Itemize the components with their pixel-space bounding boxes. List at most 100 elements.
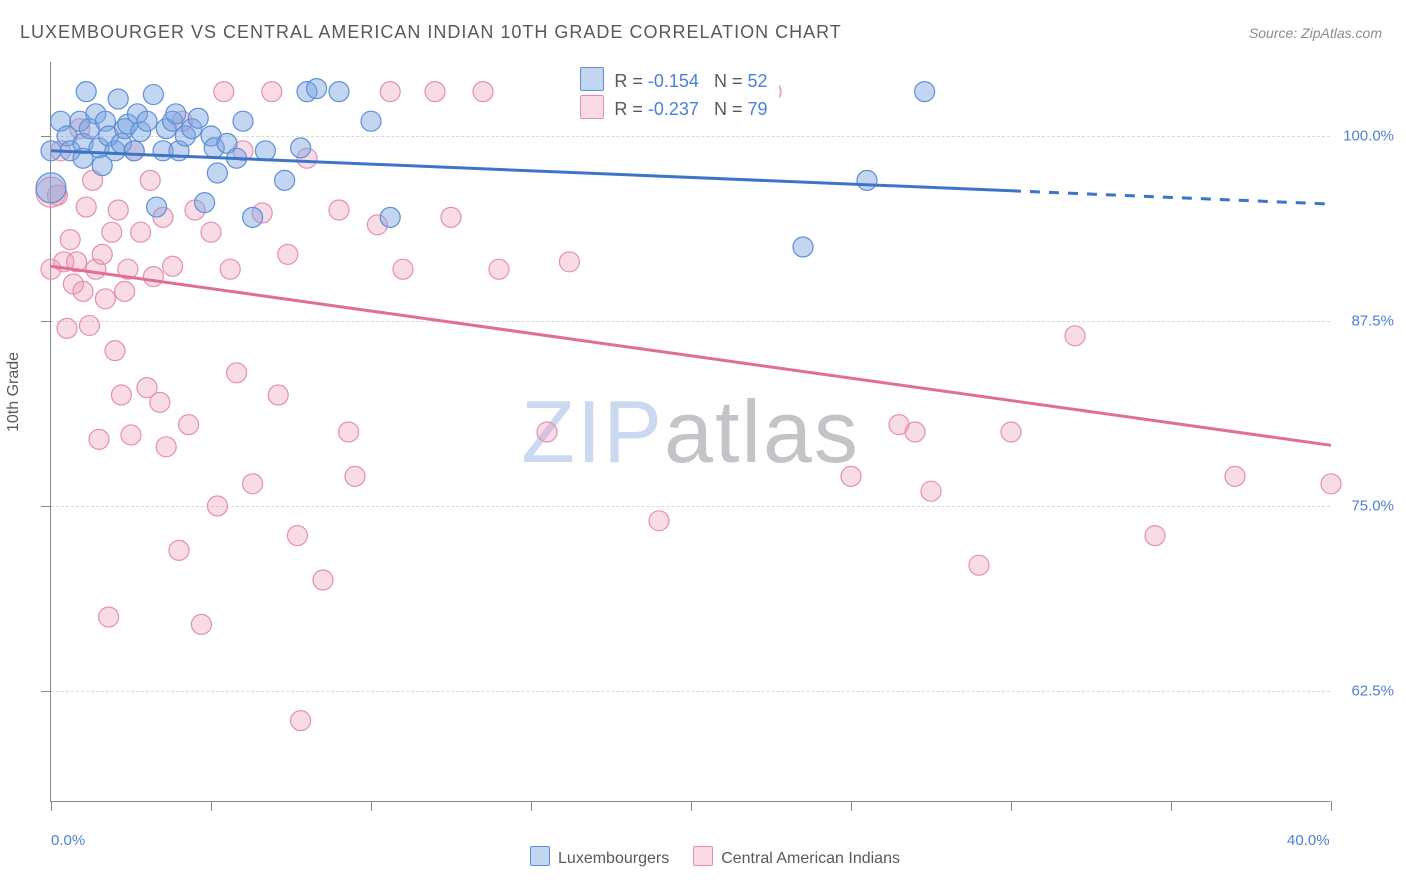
legend-swatch bbox=[530, 846, 550, 866]
central_american_indians-point bbox=[169, 540, 189, 560]
luxembourgers-trend-line-dashed bbox=[1011, 191, 1331, 204]
central_american_indians-point bbox=[207, 496, 227, 516]
legend-label: Central American Indians bbox=[721, 850, 900, 867]
central_american_indians-point bbox=[214, 82, 234, 102]
central_american_indians-point bbox=[287, 526, 307, 546]
central_american_indians-point bbox=[220, 259, 240, 279]
x-tick bbox=[691, 801, 692, 811]
x-tick bbox=[51, 801, 52, 811]
central_american_indians-point bbox=[291, 711, 311, 731]
luxembourgers-point bbox=[124, 141, 144, 161]
y-tick-label: 62.5% bbox=[1338, 683, 1394, 700]
luxembourgers-point bbox=[207, 163, 227, 183]
central_american_indians-point bbox=[1001, 422, 1021, 442]
luxembourgers-point bbox=[195, 193, 215, 213]
central_american_indians-point bbox=[79, 315, 99, 335]
plot-area: ZIPatlas R = -0.154 N = 52R = -0.237 N =… bbox=[50, 62, 1330, 802]
source-label: Source: ZipAtlas.com bbox=[1249, 25, 1382, 41]
chart-svg bbox=[51, 62, 1330, 801]
central_american_indians-point bbox=[140, 170, 160, 190]
central_american_indians-point bbox=[1225, 466, 1245, 486]
x-tick bbox=[1171, 801, 1172, 811]
luxembourgers-point bbox=[857, 170, 877, 190]
central_american_indians-point bbox=[393, 259, 413, 279]
luxembourgers-point bbox=[361, 111, 381, 131]
y-tick-label: 75.0% bbox=[1338, 498, 1394, 515]
central_american_indians-point bbox=[841, 466, 861, 486]
legend-n-label: N = bbox=[699, 71, 748, 91]
central_american_indians-point bbox=[441, 207, 461, 227]
central_american_indians-point bbox=[425, 82, 445, 102]
legend-n-value: 79 bbox=[747, 99, 767, 119]
central_american_indians-point bbox=[121, 425, 141, 445]
y-tick-label: 100.0% bbox=[1338, 128, 1394, 145]
y-tick bbox=[41, 321, 51, 322]
central_american_indians-point bbox=[105, 341, 125, 361]
central_american_indians-point bbox=[1321, 474, 1341, 494]
central_american_indians-point bbox=[278, 244, 298, 264]
central_american_indians-point bbox=[89, 429, 109, 449]
luxembourgers-point bbox=[243, 207, 263, 227]
central_american_indians-point bbox=[380, 82, 400, 102]
central_american_indians-point bbox=[76, 197, 96, 217]
luxembourgers-point bbox=[166, 104, 186, 124]
central_american_indians-point bbox=[243, 474, 263, 494]
central_american_indians-point bbox=[473, 82, 493, 102]
legend-swatch bbox=[693, 846, 713, 866]
x-tick bbox=[851, 801, 852, 811]
central_american_indians-point bbox=[179, 415, 199, 435]
central_american_indians-point bbox=[191, 614, 211, 634]
legend-r-value: -0.154 bbox=[648, 71, 699, 91]
central_american_indians-point bbox=[73, 281, 93, 301]
legend-r-value: -0.237 bbox=[648, 99, 699, 119]
legend-swatch bbox=[580, 67, 604, 91]
central_american_indians-point bbox=[201, 222, 221, 242]
central_american_indians-point bbox=[339, 422, 359, 442]
central_american_indians-point bbox=[115, 281, 135, 301]
luxembourgers-point bbox=[233, 111, 253, 131]
correlation-legend-box: R = -0.154 N = 52R = -0.237 N = 79 bbox=[569, 62, 778, 128]
central_american_indians-point bbox=[108, 200, 128, 220]
central_american_indians-point bbox=[102, 222, 122, 242]
central_american_indians-point bbox=[57, 318, 77, 338]
x-tick bbox=[1011, 801, 1012, 811]
chart-title: LUXEMBOURGER VS CENTRAL AMERICAN INDIAN … bbox=[20, 22, 842, 43]
legend-n-label: N = bbox=[699, 99, 748, 119]
y-tick bbox=[41, 691, 51, 692]
central_american_indians-point bbox=[905, 422, 925, 442]
central_american_indians-point bbox=[537, 422, 557, 442]
central_american_indians-point bbox=[150, 392, 170, 412]
luxembourgers-point bbox=[793, 237, 813, 257]
central_american_indians-point bbox=[131, 222, 151, 242]
central_american_indians-point bbox=[95, 289, 115, 309]
central_american_indians-point bbox=[268, 385, 288, 405]
luxembourgers-point bbox=[915, 82, 935, 102]
legend-r-label: R = bbox=[614, 99, 648, 119]
x-tick bbox=[371, 801, 372, 811]
central_american_indians-point bbox=[1065, 326, 1085, 346]
y-tick bbox=[41, 136, 51, 137]
luxembourgers-point bbox=[143, 85, 163, 105]
y-tick bbox=[41, 506, 51, 507]
central_american_indians-point bbox=[329, 200, 349, 220]
central_american_indians-point bbox=[489, 259, 509, 279]
central_american_indians-point bbox=[313, 570, 333, 590]
luxembourgers-point bbox=[108, 89, 128, 109]
central_american_indians-point bbox=[111, 385, 131, 405]
central_american_indians-point bbox=[262, 82, 282, 102]
central_american_indians-point bbox=[99, 607, 119, 627]
luxembourgers-point bbox=[380, 207, 400, 227]
legend-row: R = -0.154 N = 52 bbox=[580, 67, 767, 95]
legend-n-value: 52 bbox=[747, 71, 767, 91]
x-tick bbox=[1331, 801, 1332, 811]
central_american_indians-point bbox=[921, 481, 941, 501]
x-tick bbox=[211, 801, 212, 811]
central_american_indians-point bbox=[969, 555, 989, 575]
luxembourgers-point bbox=[147, 197, 167, 217]
y-axis-title: 10th Grade bbox=[5, 352, 23, 432]
luxembourgers-point bbox=[275, 170, 295, 190]
central_american_indians-point bbox=[559, 252, 579, 272]
legend-swatch bbox=[580, 95, 604, 119]
central_american_indians-point bbox=[143, 267, 163, 287]
legend-r-label: R = bbox=[614, 71, 648, 91]
